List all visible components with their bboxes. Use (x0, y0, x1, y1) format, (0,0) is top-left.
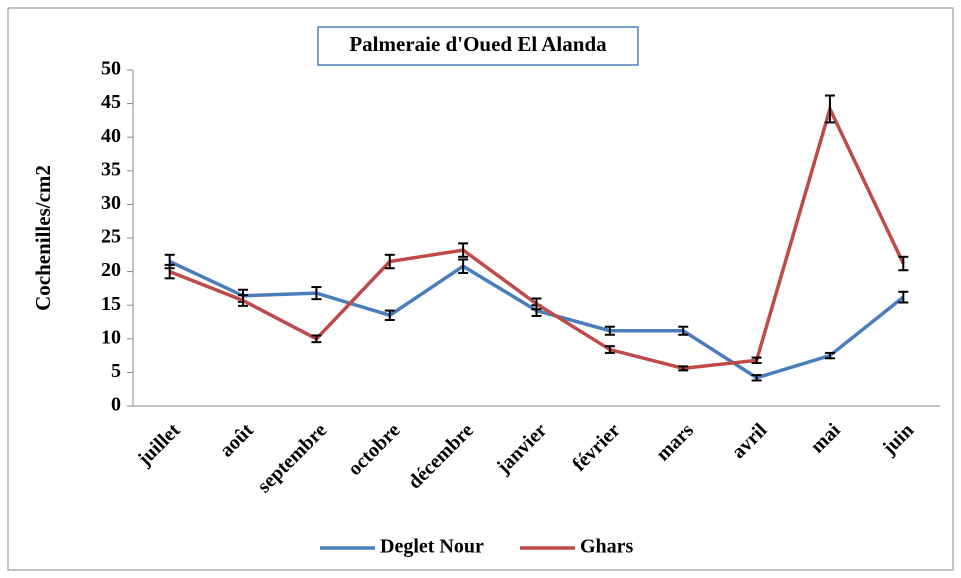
title-box (317, 26, 639, 66)
y-tick-label: 20 (101, 259, 121, 281)
y-axis-label: Cochenilles/cm2 (31, 165, 55, 311)
error-bar (824, 94, 835, 124)
error-bar (531, 297, 542, 311)
y-tick-label: 50 (101, 58, 121, 80)
y-tick-label: 35 (101, 158, 121, 180)
y-tick-label: 30 (101, 192, 121, 214)
error-bar (311, 286, 322, 301)
y-tick-label: 15 (101, 293, 121, 315)
error-bar (384, 253, 395, 270)
error-bar (604, 325, 615, 336)
error-bar (751, 356, 762, 364)
error-bar (604, 345, 615, 354)
error-bar (678, 325, 689, 336)
chart-title: Palmeraie d'Oued El Alanda (349, 32, 607, 56)
error-bar (678, 365, 689, 372)
error-bar (311, 334, 322, 344)
error-bar (458, 258, 469, 274)
y-tick-label: 5 (111, 360, 121, 382)
y-tick-label: 25 (101, 226, 121, 248)
y-tick-label: 0 (111, 394, 121, 416)
error-bar (384, 309, 395, 321)
y-tick-label: 10 (101, 326, 121, 348)
error-bar (824, 351, 835, 360)
y-tick-label: 45 (101, 91, 121, 113)
error-bar (238, 294, 249, 307)
error-bar (751, 374, 762, 382)
error-bar (164, 263, 175, 280)
error-bar (898, 255, 909, 272)
chart-frame (7, 7, 954, 571)
y-tick-label: 40 (101, 125, 121, 147)
legend-label: Deglet Nour (380, 536, 484, 558)
error-bar (458, 242, 469, 258)
error-bar (898, 290, 909, 304)
legend-label: Ghars (580, 536, 634, 558)
